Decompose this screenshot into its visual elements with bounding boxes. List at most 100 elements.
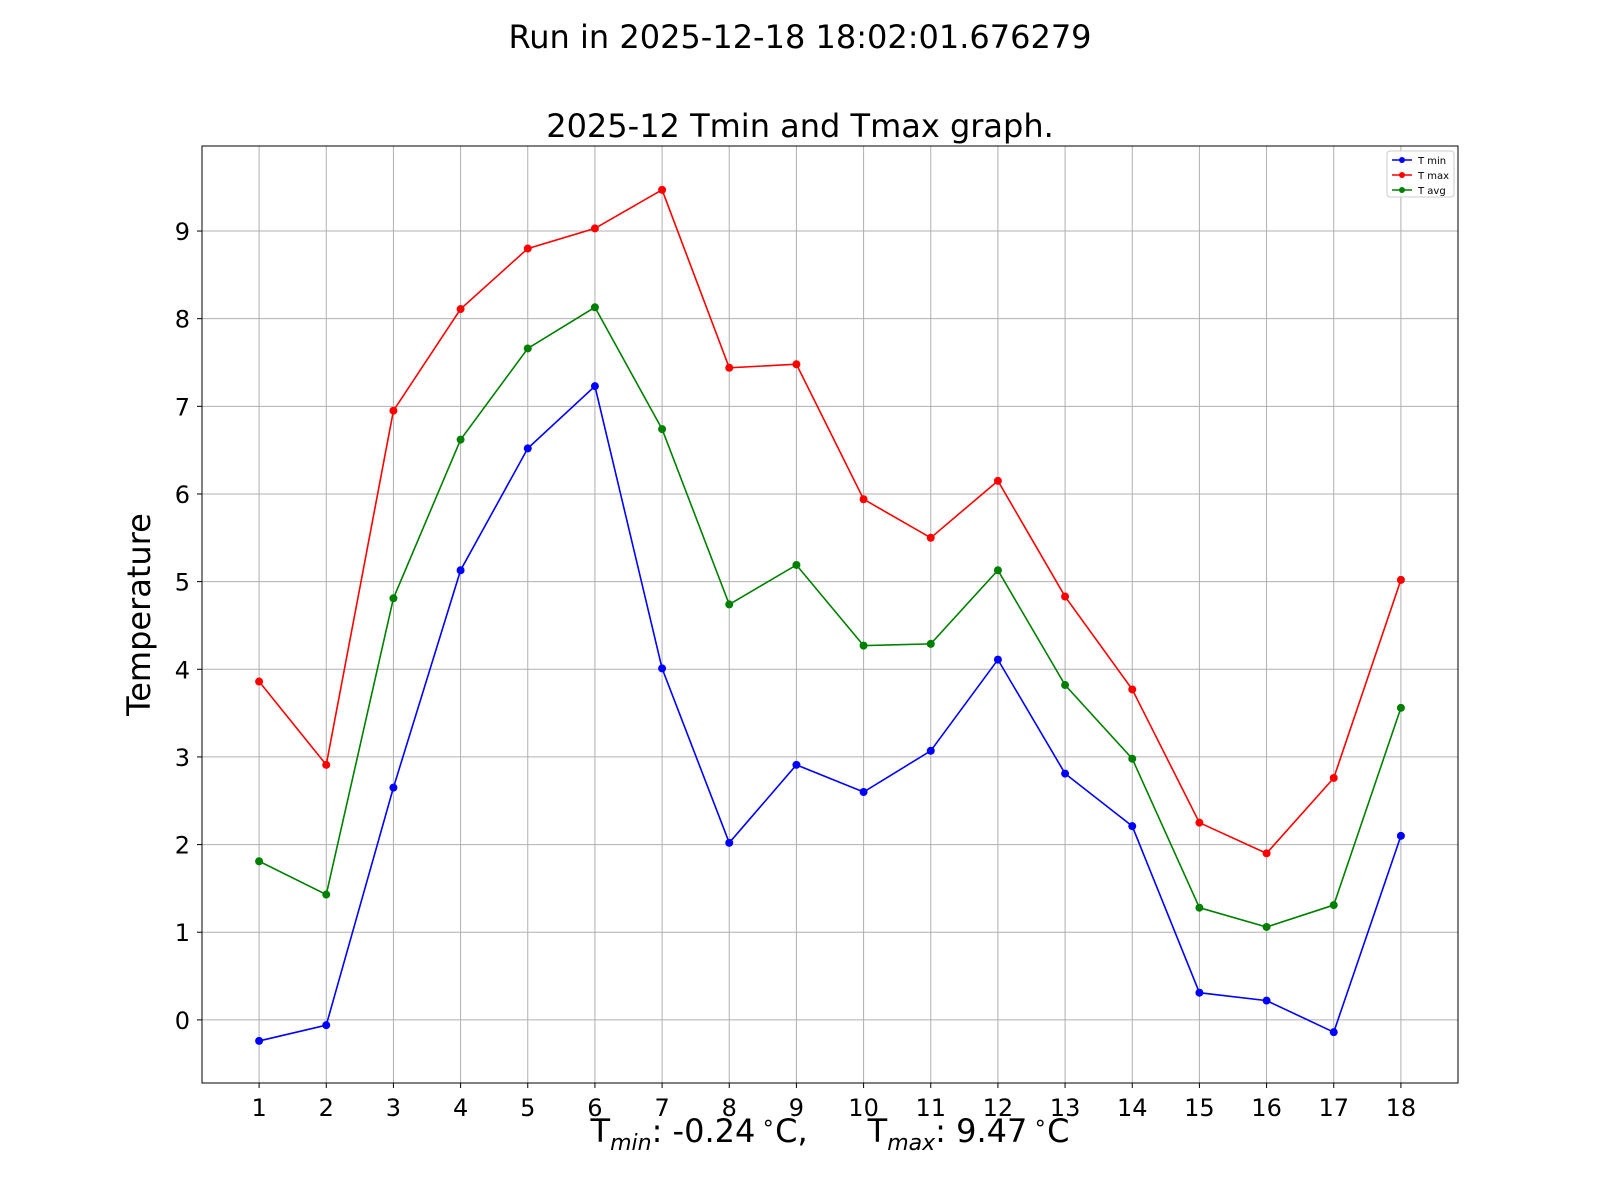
data-point-t-max bbox=[1195, 818, 1204, 827]
data-point-t-min bbox=[456, 566, 465, 575]
data-point-t-avg bbox=[456, 435, 465, 444]
y-tick-label: 4 bbox=[175, 656, 190, 684]
y-tick-label: 6 bbox=[175, 481, 190, 509]
grid-lines bbox=[202, 146, 1458, 1083]
series-line-t-avg bbox=[258, 306, 1402, 928]
x-tick-label: 13 bbox=[1050, 1094, 1081, 1122]
legend: T min T max T avg bbox=[1386, 150, 1455, 198]
data-point-t-max bbox=[859, 495, 868, 504]
series-line-t-max bbox=[258, 188, 1402, 855]
y-tick-label: 7 bbox=[175, 393, 190, 421]
y-tick-label: 2 bbox=[175, 832, 190, 860]
data-point-t-min bbox=[658, 664, 667, 673]
tmin-subscript: min bbox=[610, 1131, 652, 1156]
legend-marker-t-max bbox=[1399, 172, 1405, 178]
series-line-t-min bbox=[258, 384, 1402, 1042]
data-point-t-avg bbox=[523, 344, 532, 353]
tmin-degree: ∘ bbox=[761, 1111, 775, 1136]
series-lines bbox=[255, 185, 1405, 1045]
y-tick-label: 8 bbox=[175, 306, 190, 334]
data-point-t-min bbox=[792, 760, 801, 769]
data-point-t-avg bbox=[590, 303, 599, 312]
tmax-symbol: T bbox=[867, 1112, 888, 1150]
data-point-t-max bbox=[1061, 592, 1070, 601]
data-point-t-avg bbox=[1195, 903, 1204, 912]
data-point-t-min bbox=[1396, 831, 1405, 840]
data-point-t-avg bbox=[658, 425, 667, 434]
data-point-t-max bbox=[456, 305, 465, 314]
x-tick-label: 6 bbox=[587, 1094, 602, 1122]
data-point-t-min bbox=[1061, 769, 1070, 778]
legend-label-t-max: T max bbox=[1417, 171, 1449, 182]
x-tick-label: 15 bbox=[1184, 1094, 1215, 1122]
data-point-t-avg bbox=[1128, 754, 1137, 763]
legend-marker-t-avg bbox=[1399, 187, 1405, 193]
data-point-t-avg bbox=[725, 600, 734, 609]
x-tick-label: 1 bbox=[251, 1094, 266, 1122]
data-point-t-min bbox=[1262, 996, 1271, 1005]
x-tick-label: 8 bbox=[722, 1094, 737, 1122]
data-point-t-max bbox=[1262, 849, 1271, 858]
tmax-value: : 9.47 bbox=[935, 1112, 1027, 1150]
x-tick-label: 3 bbox=[386, 1094, 401, 1122]
tmin-symbol: T bbox=[590, 1112, 611, 1150]
data-point-t-avg bbox=[859, 641, 868, 650]
data-point-t-avg bbox=[255, 857, 264, 866]
x-tick-label: 12 bbox=[983, 1094, 1014, 1122]
legend-label-t-avg: T avg bbox=[1417, 186, 1446, 197]
data-point-t-max bbox=[658, 185, 667, 194]
data-point-t-avg bbox=[389, 594, 398, 603]
x-tick-label: 5 bbox=[520, 1094, 535, 1122]
legend-box bbox=[1386, 150, 1455, 198]
plot-frame bbox=[201, 145, 1459, 1084]
x-tick-label: 17 bbox=[1318, 1094, 1349, 1122]
tmax-subscript: max bbox=[887, 1131, 936, 1156]
data-point-t-min bbox=[255, 1036, 264, 1045]
label-separator: , bbox=[797, 1112, 807, 1150]
y-tick-label: 9 bbox=[175, 218, 190, 246]
y-tick-label: 3 bbox=[175, 744, 190, 772]
x-tick-label: 2 bbox=[319, 1094, 334, 1122]
data-point-t-min bbox=[926, 746, 935, 755]
data-point-t-max bbox=[590, 224, 599, 233]
data-point-t-max bbox=[792, 360, 801, 369]
data-point-t-avg bbox=[1061, 681, 1070, 690]
x-tick-label: 11 bbox=[915, 1094, 946, 1122]
x-tick-label: 14 bbox=[1117, 1094, 1148, 1122]
data-point-t-min bbox=[523, 444, 532, 453]
chart-title: 2025-12 Tmin and Tmax graph. bbox=[546, 107, 1054, 145]
y-tick-label: 0 bbox=[175, 1007, 190, 1035]
legend-marker-t-min bbox=[1399, 157, 1405, 163]
data-point-t-min bbox=[590, 382, 599, 391]
tmin-value: : -0.24 bbox=[652, 1112, 756, 1150]
data-point-t-min bbox=[389, 783, 398, 792]
x-tick-label: 4 bbox=[453, 1094, 468, 1122]
tmin-unit: C bbox=[775, 1112, 797, 1150]
y-tick-label: 5 bbox=[175, 569, 190, 597]
data-point-t-min bbox=[1128, 822, 1137, 831]
data-point-t-max bbox=[255, 677, 264, 686]
x-axis-label: Tmin: -0.24 ∘C, Tmax: 9.47 ∘C bbox=[590, 1111, 1070, 1156]
chart-suptitle: Run in 2025-12-18 18:02:01.676279 bbox=[508, 18, 1091, 56]
legend-label-t-min: T min bbox=[1417, 156, 1446, 167]
data-point-t-avg bbox=[792, 560, 801, 569]
data-point-t-min bbox=[1329, 1028, 1338, 1037]
y-tick-label: 1 bbox=[175, 919, 190, 947]
data-point-t-max bbox=[1128, 685, 1137, 694]
tmax-unit: C bbox=[1047, 1112, 1069, 1150]
data-point-t-max bbox=[1329, 773, 1338, 782]
data-point-t-min bbox=[859, 787, 868, 796]
data-point-t-max bbox=[523, 244, 532, 253]
data-point-t-min bbox=[993, 655, 1002, 664]
data-point-t-max bbox=[1396, 575, 1405, 584]
x-tick-label: 7 bbox=[654, 1094, 669, 1122]
data-point-t-avg bbox=[1396, 703, 1405, 712]
data-point-t-max bbox=[322, 760, 331, 769]
data-point-t-max bbox=[926, 533, 935, 542]
x-tick-label: 9 bbox=[789, 1094, 804, 1122]
data-point-t-avg bbox=[322, 890, 331, 899]
data-point-t-avg bbox=[1262, 922, 1271, 931]
tmax-degree: ∘ bbox=[1033, 1111, 1047, 1136]
